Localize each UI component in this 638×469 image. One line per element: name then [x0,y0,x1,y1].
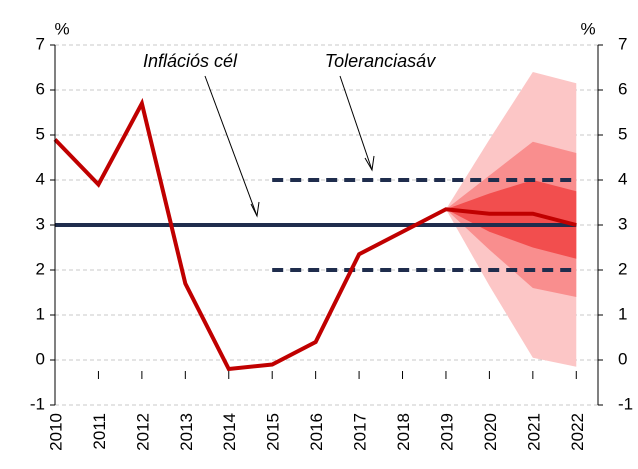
y2-tick-label: 3 [618,214,627,233]
x-tick-label: 2022 [568,413,587,451]
x-tick-label: 2017 [351,413,370,451]
y2-tick-label: 6 [618,79,627,98]
x-tick-label: 2016 [307,413,326,451]
y-tick-label: -1 [30,394,45,413]
annotation: Inflációs cél [143,51,238,71]
arrow-head [250,201,260,218]
x-tick-label: 2015 [264,413,283,451]
y2-tick-label: 7 [618,34,627,53]
x-tick-label: 2013 [177,413,196,451]
y2-tick-label: 0 [618,349,627,368]
y2-tick-label: 5 [618,124,627,143]
x-tick-label: 2019 [437,413,456,451]
y-tick-label: 4 [36,169,45,188]
x-tick-label: 2014 [220,413,239,451]
x-tick-label: 2018 [394,413,413,451]
annotation-arrow [339,75,373,171]
series-line [53,97,577,372]
x-tick-label: 2011 [90,413,109,450]
y2-tick-label: 2 [618,259,627,278]
y-tick-label: 5 [36,124,45,143]
x-tick-label: 2010 [46,413,65,451]
y-tick-label: 6 [36,79,45,98]
y-tick-label: 3 [36,214,45,233]
y2-tick-label: -1 [618,394,633,413]
annotation: Toleranciasáv [325,51,436,71]
y-tick-label: 0 [36,349,45,368]
y-unit-left: % [54,19,69,38]
plot: -1 0 1 2 3 4 5 6 7 -1 0 1 2 3 4 5 6 7 2010 2011 2012 2013 2014… [30,34,633,450]
y2-tick-label: 1 [618,304,627,323]
y-unit-right: % [580,19,595,38]
y-tick-label: 2 [36,259,45,278]
x-tick-label: 2021 [524,413,543,451]
x-tick-label: 2012 [133,413,152,451]
annotation-arrow [204,75,258,217]
y-tick-label: 1 [36,304,45,323]
y2-tick-label: 4 [618,169,627,188]
arrow-head [364,155,375,172]
fan-band [445,180,577,259]
x-tick-label: 2020 [481,413,500,451]
y-tick-label: 7 [36,34,45,53]
